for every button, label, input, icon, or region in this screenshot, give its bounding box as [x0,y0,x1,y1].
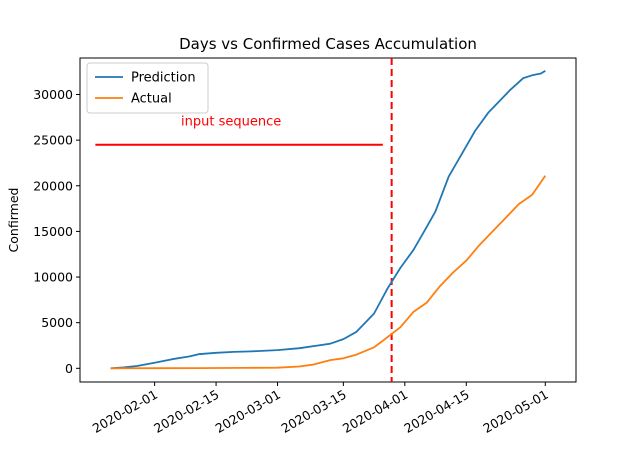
series-line-prediction [110,70,546,370]
series-line-actual [110,175,547,370]
y-tick-label: 30000 [33,87,73,102]
x-tick-label: 2020-03-01 [213,387,283,436]
chart-title: Days vs Confirmed Cases Accumulation [179,35,477,53]
x-tick-label: 2020-04-15 [401,387,471,436]
legend: Prediction Actual [86,62,209,114]
y-tick-label: 0 [65,361,73,376]
x-tick-label: 2020-03-15 [278,387,348,436]
y-tick-label: 10000 [33,270,73,285]
legend-box [86,62,209,114]
y-tick-label: 5000 [41,315,73,330]
plot-area: 0 5000 10000 15000 20000 25000 30000 2020-02-01… [33,57,577,436]
x-tick-label: 2020-04-01 [340,387,410,436]
y-tick-label: 20000 [33,178,73,193]
x-tick-label: 2020-05-01 [480,387,550,436]
legend-label-actual: Actual [131,92,172,107]
x-tick-label: 2020-02-01 [90,387,160,436]
x-tick-label: 2020-02-15 [151,387,221,436]
input-sequence-label: input sequence [181,115,281,130]
legend-label-prediction: Prediction [131,71,196,86]
plot-frame [79,57,577,383]
y-tick-label: 15000 [33,224,73,239]
y-tick-label: 25000 [33,133,73,148]
y-axis-label: Confirmed [6,188,21,253]
